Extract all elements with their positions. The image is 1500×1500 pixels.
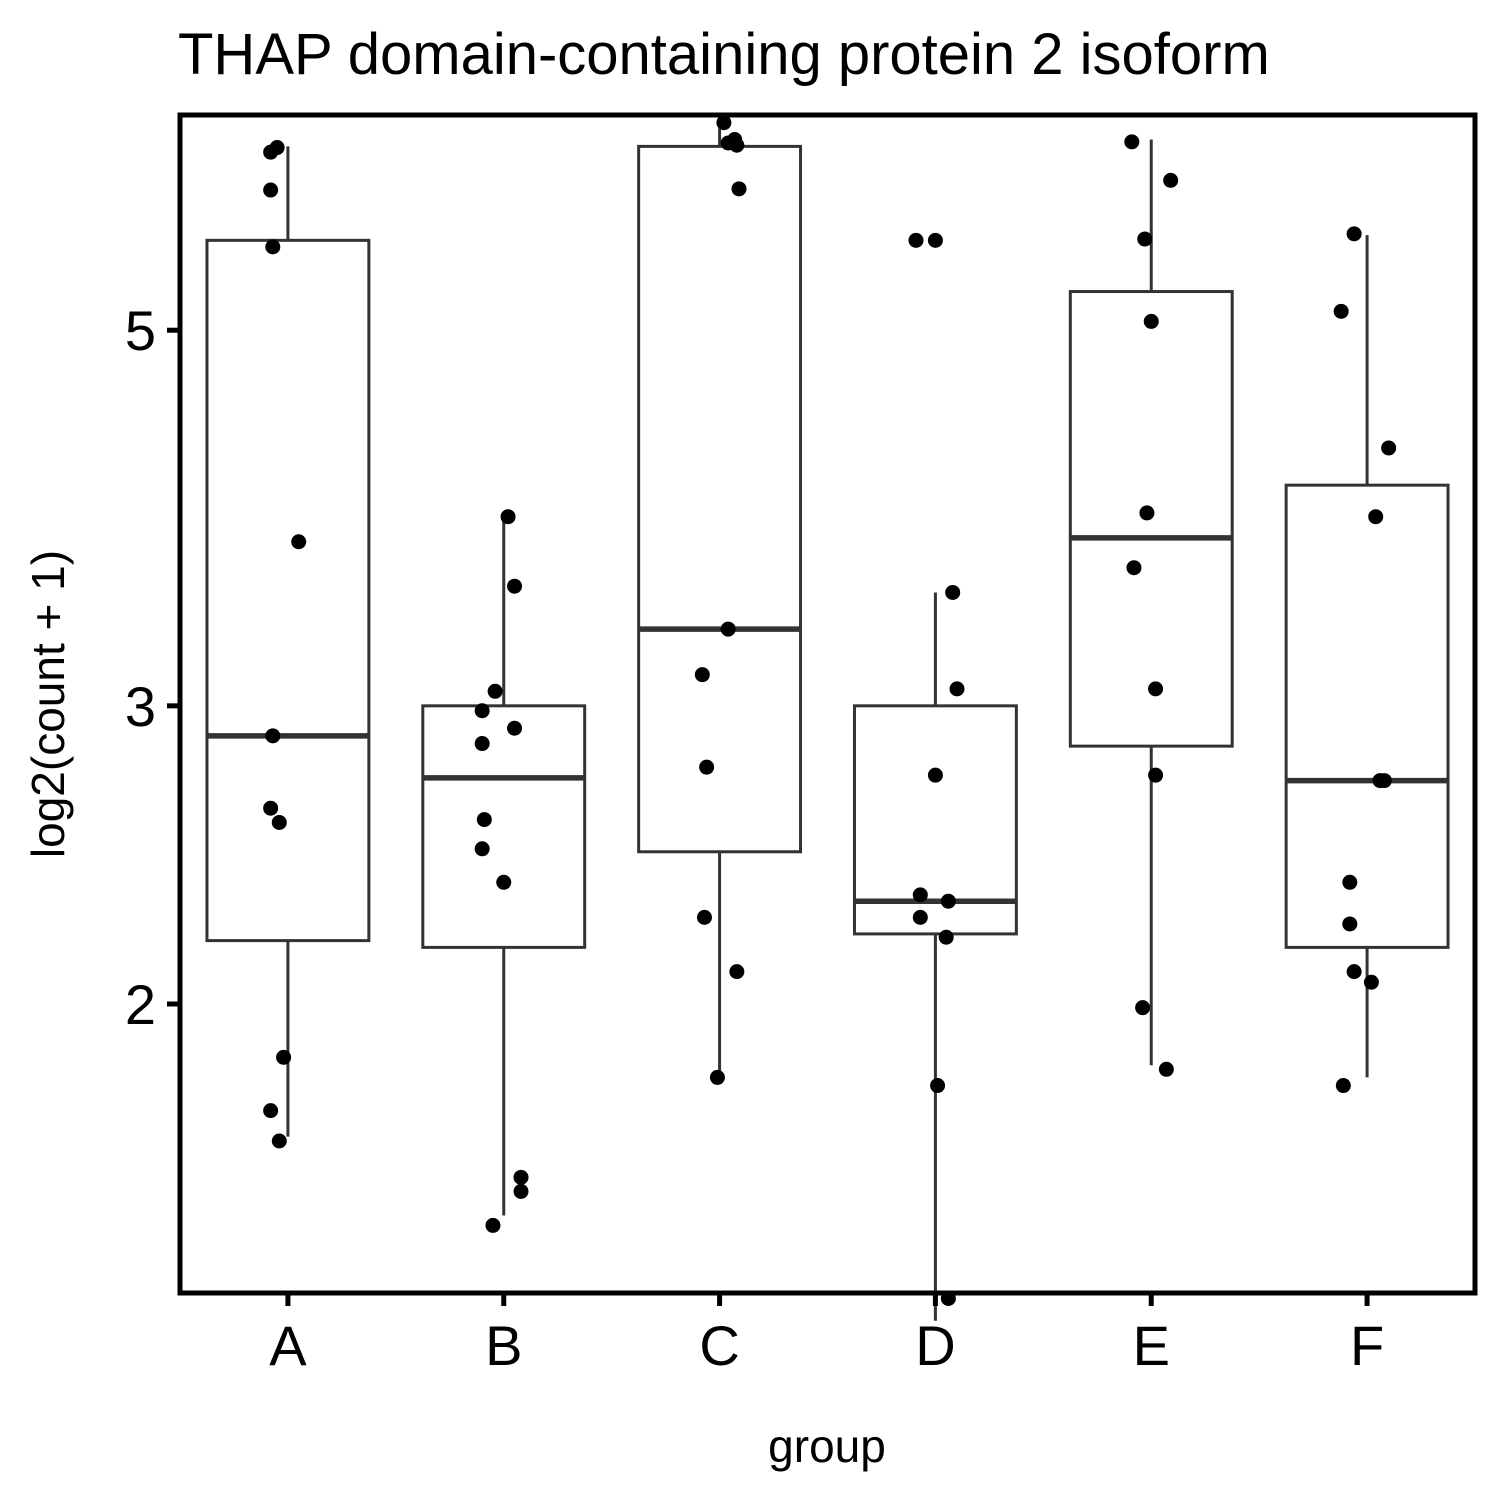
data-point: [709, 1069, 725, 1085]
data-point: [487, 683, 503, 699]
x-tick-label: C: [699, 1314, 739, 1377]
data-point: [496, 874, 512, 890]
data-point: [271, 1133, 287, 1149]
data-point: [912, 909, 928, 925]
boxes-layer: [205, 128, 1450, 1321]
y-tick-label: 2: [125, 973, 156, 1036]
chart-title: THAP domain-containing protein 2 isoform: [178, 22, 1270, 87]
data-point: [476, 812, 492, 828]
x-tick-label: F: [1350, 1314, 1384, 1377]
data-point: [1135, 1000, 1151, 1016]
data-point: [949, 681, 965, 697]
data-point: [1148, 681, 1164, 697]
data-point: [1137, 231, 1153, 247]
data-point: [729, 964, 745, 980]
data-point: [1148, 767, 1164, 783]
data-point: [474, 736, 490, 752]
data-point: [507, 720, 523, 736]
x-tick-label: A: [269, 1314, 307, 1377]
data-point: [1139, 505, 1155, 521]
data-point: [694, 667, 710, 683]
box-group-e: [1068, 139, 1234, 1066]
data-point: [720, 621, 736, 637]
data-point: [1363, 974, 1379, 990]
data-point: [699, 759, 715, 775]
data-point: [265, 239, 281, 255]
data-point: [1124, 134, 1140, 150]
data-point: [276, 1049, 292, 1065]
box-iqr: [1284, 483, 1450, 949]
data-point: [265, 728, 281, 744]
data-point: [930, 1078, 946, 1094]
data-point: [938, 929, 954, 945]
data-point: [945, 584, 961, 600]
data-point: [908, 232, 924, 248]
box-iqr: [205, 238, 371, 943]
data-point: [500, 509, 516, 525]
data-point: [1335, 1078, 1351, 1094]
data-point: [1333, 303, 1349, 319]
data-point: [1346, 964, 1362, 980]
y-tick-label: 5: [125, 299, 156, 362]
data-point: [513, 1169, 529, 1185]
data-point: [927, 767, 943, 783]
box-group-c: [637, 128, 803, 1074]
points-layer: [263, 115, 1397, 1306]
plot-panel: [177, 112, 1478, 1296]
data-point: [1346, 226, 1362, 242]
x-axis: A B C D E F: [269, 1293, 1384, 1377]
data-point: [912, 887, 928, 903]
y-axis-title: log2(count + 1): [22, 550, 74, 858]
x-axis-title: group: [768, 1420, 886, 1472]
box-group-b: [421, 516, 587, 1216]
data-point: [927, 232, 943, 248]
data-point: [1342, 874, 1358, 890]
data-point: [513, 1183, 529, 1199]
data-point: [940, 893, 956, 909]
box-group-f: [1284, 235, 1450, 1078]
data-point: [263, 800, 279, 816]
box-iqr: [637, 144, 803, 854]
data-point: [1163, 172, 1179, 188]
y-tick-label: 3: [125, 675, 156, 738]
box-iqr: [421, 704, 587, 949]
box-iqr: [852, 704, 1018, 936]
data-point: [263, 1103, 279, 1119]
data-point: [474, 841, 490, 857]
data-point: [291, 534, 307, 550]
data-point: [1342, 916, 1358, 932]
data-point: [716, 115, 732, 131]
data-point: [731, 181, 747, 197]
data-point: [271, 814, 287, 830]
data-point: [1381, 440, 1397, 456]
data-point: [696, 909, 712, 925]
y-axis: 2 3 5: [125, 299, 180, 1036]
data-point: [1376, 773, 1392, 789]
x-tick-label: D: [915, 1314, 955, 1377]
data-point: [1158, 1061, 1174, 1077]
box-group-d: [852, 592, 1018, 1321]
data-point: [263, 182, 279, 198]
data-point: [507, 578, 523, 594]
data-point: [474, 703, 490, 719]
x-tick-label: B: [485, 1314, 522, 1377]
x-tick-label: E: [1133, 1314, 1170, 1377]
data-point: [729, 137, 745, 153]
data-point: [269, 140, 285, 156]
data-point: [1126, 560, 1142, 576]
data-point: [1368, 509, 1384, 525]
data-point: [1143, 313, 1159, 329]
data-point: [485, 1217, 501, 1233]
box-group-a: [205, 146, 371, 1137]
